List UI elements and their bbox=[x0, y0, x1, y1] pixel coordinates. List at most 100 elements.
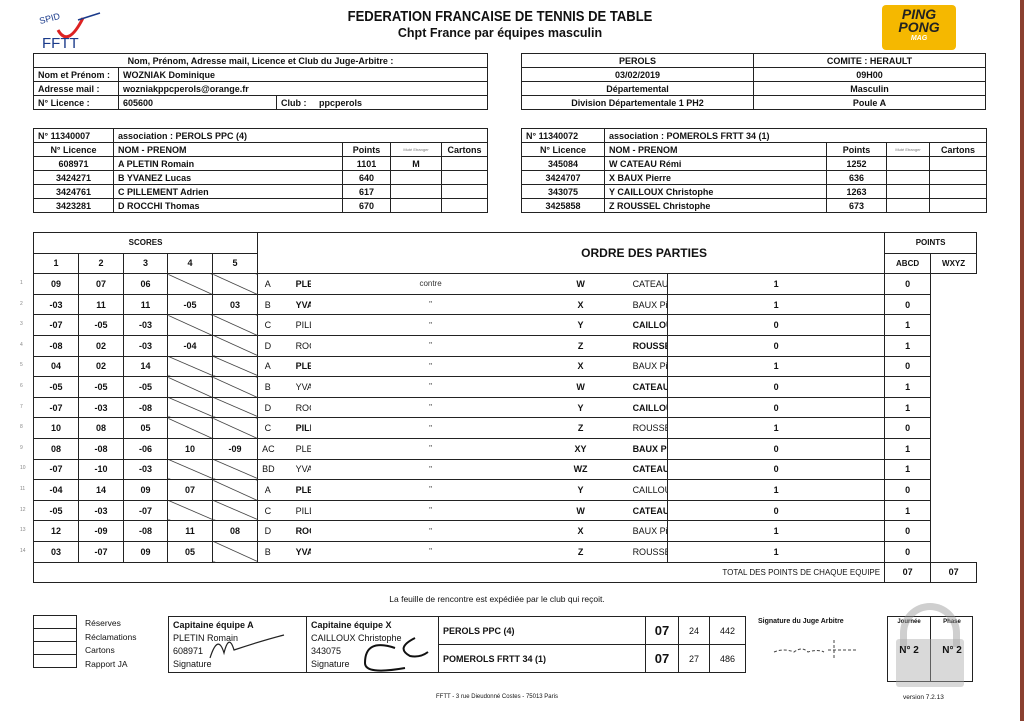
player-mute bbox=[390, 184, 442, 199]
empty-set-cell bbox=[211, 417, 259, 439]
player-a-code: A bbox=[257, 273, 278, 295]
player-b-code: W bbox=[550, 273, 611, 295]
player-a-code: C bbox=[257, 499, 278, 522]
set-score: -05 bbox=[123, 376, 168, 398]
set-score: -04 bbox=[33, 479, 79, 501]
player-name: X BAUX Pierre bbox=[604, 170, 827, 185]
versus-label: " bbox=[310, 376, 551, 398]
versus-label: " bbox=[310, 314, 551, 336]
player-licence: 608971 bbox=[33, 156, 114, 171]
player-cards bbox=[928, 156, 988, 171]
journee-value: N° 2 bbox=[899, 645, 919, 656]
game-number: 4 bbox=[20, 341, 23, 348]
points-abcd: 1 bbox=[667, 293, 886, 316]
player-row: 343075 Y CAILLOUX Christophe 1263 bbox=[521, 184, 988, 199]
licence-label: N° Licence : bbox=[33, 95, 119, 110]
game-number: 11 bbox=[20, 486, 26, 492]
col-cards: Cartons bbox=[928, 142, 988, 157]
set-score: -07 bbox=[33, 314, 79, 336]
player-b-name: ROUSSEL Christophe bbox=[610, 334, 668, 357]
col-mute: Muté Etranger bbox=[886, 142, 930, 157]
reserves-checkbox[interactable] bbox=[33, 615, 77, 629]
version: version 7.2.13 bbox=[903, 694, 944, 701]
set-score: 14 bbox=[123, 355, 168, 378]
empty-set-cell bbox=[211, 499, 259, 522]
points-abcd: 0 bbox=[667, 396, 886, 419]
game-number: 1 bbox=[20, 280, 23, 286]
points-wxyz: 1 bbox=[884, 458, 932, 481]
player-b-code: WZ bbox=[550, 458, 611, 481]
total-abcd: 07 bbox=[884, 561, 932, 584]
checkboxes bbox=[33, 615, 77, 668]
player-a-name: PILLEMENT Adrien bbox=[277, 417, 311, 439]
referee-heading: Nom, Prénom, Adresse mail, Licence et Cl… bbox=[33, 53, 488, 68]
captain-b-signature[interactable]: Signature bbox=[311, 659, 350, 669]
player-a-code: BD bbox=[257, 458, 278, 481]
result-team-a: PEROLS PPC (4) bbox=[438, 616, 646, 645]
reserves-label: Réserves bbox=[85, 618, 121, 628]
game-number: 9 bbox=[20, 444, 23, 451]
scores-header: SCORES ORDRE DES PARTIES POINTS bbox=[32, 231, 978, 275]
player-a-name: YVANEZ Lucas bbox=[277, 540, 311, 563]
col-abcd: ABCD bbox=[884, 252, 932, 275]
reclamations-checkbox[interactable] bbox=[33, 628, 77, 642]
points-abcd: 1 bbox=[667, 540, 886, 563]
empty-set-cell bbox=[167, 417, 213, 439]
player-licence: 3424271 bbox=[33, 170, 114, 185]
player-mute: M bbox=[390, 156, 442, 171]
player-b-code: Y bbox=[550, 314, 611, 336]
player-b-code: Y bbox=[550, 479, 611, 501]
points-wxyz: 0 bbox=[884, 540, 932, 563]
result-points-a: 442 bbox=[709, 616, 746, 645]
poule: Poule A bbox=[753, 95, 986, 110]
player-points: 617 bbox=[342, 184, 391, 199]
phase-value: N° 2 bbox=[942, 645, 962, 656]
result-score-b: 07 bbox=[645, 644, 679, 673]
referee-table: Nom, Prénom, Adresse mail, Licence et Cl… bbox=[33, 53, 488, 110]
player-licence: 3425858 bbox=[521, 198, 605, 213]
player-a-name: YVANEZ Lucas / ROCCHI Thomas bbox=[277, 458, 311, 481]
set-score: 14 bbox=[78, 479, 124, 501]
cartons-checkbox[interactable] bbox=[33, 641, 77, 655]
player-cards bbox=[928, 198, 988, 213]
set-score: 09 bbox=[123, 540, 168, 563]
versus-label: " bbox=[310, 499, 551, 522]
versus-label: " bbox=[310, 355, 551, 378]
set-score: -05 bbox=[33, 376, 79, 398]
player-b-code: Z bbox=[550, 540, 611, 563]
player-a-code: D bbox=[257, 520, 278, 542]
points-wxyz: 0 bbox=[884, 273, 932, 295]
set-score: -10 bbox=[78, 458, 124, 481]
set-score: 09 bbox=[33, 273, 79, 295]
set-score: -03 bbox=[123, 334, 168, 357]
versus-label: " bbox=[310, 417, 551, 439]
versus-label: " bbox=[310, 334, 551, 357]
set-score: -03 bbox=[33, 293, 79, 316]
set-score: -07 bbox=[33, 458, 79, 481]
player-a-name: PILLEMENT Adrien bbox=[277, 499, 311, 522]
set-score: 10 bbox=[33, 417, 79, 439]
rapport-checkbox[interactable] bbox=[33, 654, 77, 668]
versus-label: " bbox=[310, 293, 551, 316]
player-mute bbox=[390, 170, 442, 185]
col-points: Points bbox=[342, 142, 391, 157]
set-score: 08 bbox=[78, 417, 124, 439]
points-abcd: 1 bbox=[667, 479, 886, 501]
versus-label: contre bbox=[310, 273, 551, 295]
captain-b-name: CAILLOUX Christophe bbox=[311, 633, 402, 643]
mail-label: Adresse mail : bbox=[33, 81, 119, 96]
referee-signature-label: Signature du Juge Arbitre bbox=[758, 618, 844, 625]
gender: Masculin bbox=[753, 81, 986, 96]
points-abcd: 0 bbox=[667, 437, 886, 460]
player-licence: 3423281 bbox=[33, 198, 114, 213]
captain-a-signature[interactable]: Signature bbox=[173, 659, 212, 669]
referee-club: ppcperols bbox=[319, 97, 363, 108]
player-a-name: PLETIN Romain bbox=[277, 479, 311, 501]
set-score: -07 bbox=[33, 396, 79, 419]
player-a-code: B bbox=[257, 293, 278, 316]
set-score: 04 bbox=[33, 355, 79, 378]
empty-set-cell bbox=[167, 355, 213, 378]
versus-label: " bbox=[310, 396, 551, 419]
